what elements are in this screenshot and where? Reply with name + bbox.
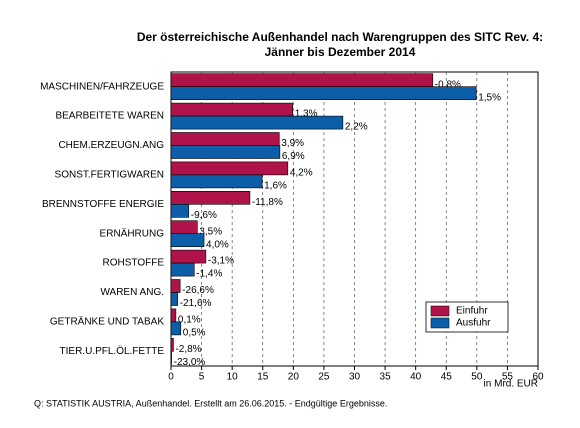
bar-annotation: -11,8% [252, 197, 283, 208]
bar [170, 279, 181, 293]
bar [170, 350, 172, 365]
bar [170, 161, 289, 176]
legend-label: Ausfuhr [456, 318, 491, 329]
bar-annotation: -21,6% [180, 298, 212, 309]
x-tick-label: 10 [227, 372, 239, 383]
legend-swatch [430, 317, 450, 329]
y-tick-label: CHEM.ERZEUGN.ANG [58, 140, 164, 151]
x-tick-label: 60 [532, 372, 544, 383]
bar-annotation: -0,8% [435, 79, 461, 90]
x-tick-label: 55 [502, 372, 514, 383]
y-tick-label: ERNÄHRUNG [100, 227, 165, 239]
bar [170, 220, 198, 234]
bar [170, 337, 174, 352]
y-tick-label: BRENNSTOFFE ENERGIE [42, 199, 164, 210]
x-tick-label: 45 [441, 372, 453, 383]
bar [170, 115, 344, 130]
bar [170, 191, 251, 205]
bar-annotation: 1,5% [478, 92, 501, 103]
bar-annotation: -23,0% [174, 357, 206, 368]
x-tick-label: 5 [199, 372, 205, 383]
bar [170, 249, 207, 264]
bar-annotation: -26,6% [182, 285, 214, 296]
y-tick-label: MASCHINEN/FAHRZEUGE [40, 81, 164, 92]
legend-swatch [430, 305, 450, 317]
x-tick-label: 25 [318, 372, 330, 383]
chart-subtitle: Jänner bis Dezember 2014 [265, 45, 416, 59]
bar-annotation: 3,5% [199, 226, 222, 237]
x-tick-label: 50 [471, 372, 483, 383]
bar [170, 321, 182, 336]
x-tick-label: 20 [288, 372, 300, 383]
chart-title: Der österreichische Außenhandel nach War… [137, 30, 543, 44]
y-tick-label: BEARBEITETE WAREN [55, 111, 164, 122]
bar-annotation: -3,1% [208, 256, 234, 267]
bar-annotation: -1,4% [196, 269, 222, 280]
bar [170, 308, 177, 323]
bar [170, 86, 477, 100]
y-tick-label: GETRÄNKE UND TABAK [50, 316, 164, 328]
source-note: Q: STATISTIK AUSTRIA, Außenhandel. Erste… [34, 398, 387, 408]
bar-annotation: 2,2% [345, 122, 368, 133]
bar [170, 174, 263, 189]
bar-annotation: 6,9% [282, 151, 305, 162]
bar-annotation: 4,0% [206, 239, 229, 250]
bar [170, 73, 434, 87]
bar [170, 292, 179, 306]
bar-annotation: 0,1% [178, 315, 201, 326]
legend-label: Einfuhr [456, 306, 488, 317]
x-axis-label: in Mrd. EUR [484, 379, 538, 390]
bar-annotation: 4,2% [290, 168, 313, 179]
x-tick-label: 30 [349, 372, 361, 383]
x-tick-label: 35 [380, 372, 392, 383]
bar-annotation: -2,8% [175, 344, 201, 355]
bar-annotation: 0,5% [183, 328, 206, 339]
bar-annotation: 3,9% [281, 138, 304, 149]
y-tick-label: SONST.FERTIGWAREN [55, 170, 164, 181]
bar-annotation: -9,6% [191, 210, 217, 221]
y-tick-label: WAREN ANG. [100, 287, 164, 298]
bar [170, 262, 195, 277]
bar-annotation: 1,3% [295, 109, 318, 120]
y-tick-label: TIER.U.PFL.ÖL.FETTE [60, 345, 165, 357]
bar [170, 132, 280, 146]
bar-annotation: 1,6% [264, 181, 287, 192]
x-tick-label: 15 [257, 372, 269, 383]
bar [170, 204, 190, 218]
bar [170, 102, 294, 117]
bar [170, 233, 205, 247]
x-tick-label: 40 [410, 372, 422, 383]
x-tick-label: 0 [168, 372, 174, 383]
bar [170, 145, 281, 159]
y-tick-label: ROHSTOFFE [103, 258, 165, 269]
